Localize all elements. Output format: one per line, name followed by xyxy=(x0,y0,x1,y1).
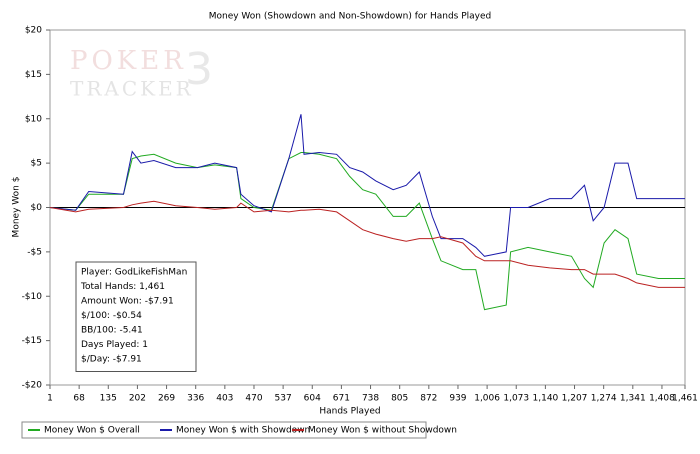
x-tick-label: 1,140 xyxy=(533,394,559,404)
x-tick-label: 68 xyxy=(73,394,85,404)
x-axis-label: Hands Played xyxy=(319,407,380,417)
info-line: $/Day: -$7.91 xyxy=(81,355,142,365)
x-tick-label: 1 xyxy=(47,394,53,404)
x-tick-label: 738 xyxy=(362,394,379,404)
watermark: 3 xyxy=(185,44,213,95)
series-line xyxy=(49,152,685,311)
x-tick-label: 939 xyxy=(449,394,466,404)
legend-label: Money Won $ with Showdown xyxy=(176,426,310,436)
x-tick-label: 135 xyxy=(100,394,117,404)
y-tick-label: -$20 xyxy=(22,381,43,391)
x-tick-label: 1,341 xyxy=(620,394,646,404)
y-tick-label: $0 xyxy=(31,203,43,213)
x-tick-label: 202 xyxy=(129,394,146,404)
y-axis-label: Money Won $ xyxy=(12,177,22,238)
info-line: BB/100: -5.41 xyxy=(81,326,143,336)
info-line: Total Hands: 1,461 xyxy=(80,282,165,292)
watermark: POKER xyxy=(70,46,187,76)
y-tick-label: -$10 xyxy=(22,292,43,302)
info-line: Amount Won: -$7.91 xyxy=(81,297,174,307)
x-tick-label: 1,461 xyxy=(672,394,698,404)
x-tick-label: 671 xyxy=(333,394,350,404)
info-line: Days Played: 1 xyxy=(81,340,148,350)
x-tick-label: 1,073 xyxy=(503,394,529,404)
x-tick-label: 269 xyxy=(158,394,175,404)
x-tick-label: 1,408 xyxy=(649,394,675,404)
x-tick-label: 872 xyxy=(420,394,437,404)
info-line: Player: GodLikeFishMan xyxy=(81,268,187,278)
y-tick-label: -$15 xyxy=(22,336,42,346)
x-tick-label: 1,006 xyxy=(474,394,500,404)
chart-title: Money Won (Showdown and Non-Showdown) fo… xyxy=(209,12,492,22)
series-line xyxy=(49,114,685,257)
y-tick-label: $20 xyxy=(25,26,42,36)
legend-label: Money Won $ Overall xyxy=(44,426,140,436)
y-tick-label: $5 xyxy=(31,159,42,169)
x-tick-label: 403 xyxy=(216,394,233,404)
legend-box xyxy=(21,421,427,439)
x-tick-label: 336 xyxy=(187,394,204,404)
info-line: $/100: -$0.54 xyxy=(81,311,142,321)
x-tick-label: 470 xyxy=(245,394,262,404)
info-box xyxy=(75,261,197,372)
x-tick-label: 805 xyxy=(391,394,408,404)
legend-label: Money Won $ without Showdown xyxy=(308,426,457,436)
x-tick-label: 1,274 xyxy=(591,394,617,404)
y-tick-label: -$5 xyxy=(27,247,42,257)
watermark: TRACKER xyxy=(70,77,194,101)
y-tick-label: $10 xyxy=(25,114,42,124)
x-tick-label: 1,207 xyxy=(562,394,588,404)
x-tick-label: 604 xyxy=(304,394,321,404)
y-tick-label: $15 xyxy=(25,70,42,80)
series-line xyxy=(49,200,685,288)
x-tick-label: 537 xyxy=(275,394,292,404)
